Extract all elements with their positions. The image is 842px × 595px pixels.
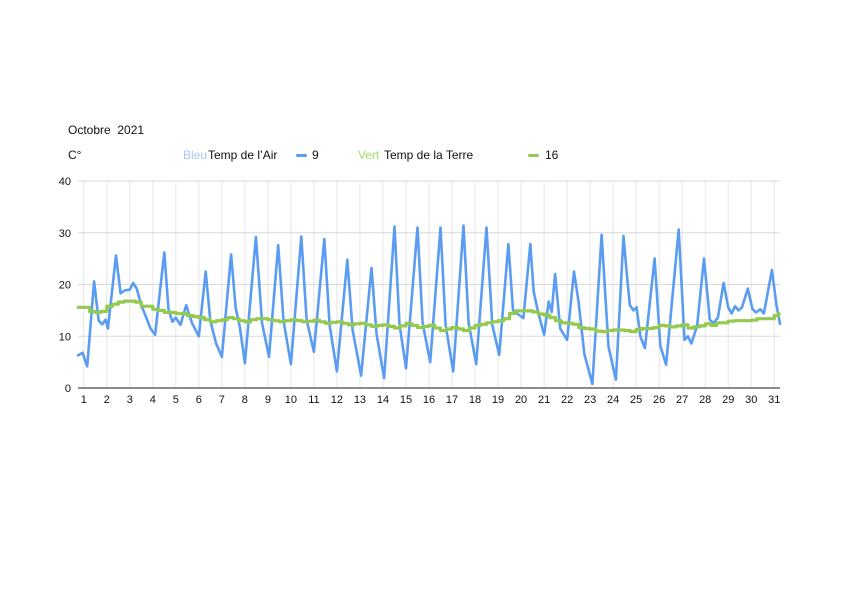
x-axis-tick-label: 19	[492, 394, 504, 406]
air-temperature-series-line	[76, 224, 782, 386]
x-axis-tick-label: 3	[127, 394, 133, 406]
y-axis-tick-label: 20	[59, 280, 71, 292]
x-axis-tick-label: 1	[81, 394, 87, 406]
x-axis-tick-label: 22	[561, 394, 573, 406]
x-axis-tick-label: 6	[196, 394, 202, 406]
x-axis-tick-label: 31	[768, 394, 780, 406]
x-axis-tick-label: 13	[354, 394, 366, 406]
x-axis-tick-label: 30	[745, 394, 757, 406]
x-axis-tick-label: 26	[653, 394, 665, 406]
legend-value-air: 9	[312, 148, 319, 162]
ground-temperature-series-line	[76, 299, 781, 334]
x-axis-tick-label: 8	[242, 394, 248, 406]
y-axis-tick-label: 30	[59, 228, 71, 240]
x-axis-tick-label: 15	[400, 394, 412, 406]
x-axis-tick-label: 20	[515, 394, 527, 406]
x-axis-tick-label: 29	[722, 394, 734, 406]
x-axis-tick-label: 5	[173, 394, 179, 406]
air-line-swatch-icon	[296, 154, 307, 157]
y-axis-unit-label: C°	[68, 148, 82, 162]
x-axis-tick-label: 16	[423, 394, 435, 406]
legend-color-word-terre: Vert	[358, 148, 380, 162]
legend-color-word-air: Bleu	[183, 148, 208, 162]
x-axis-tick-label: 2	[104, 394, 110, 406]
x-axis-tick-label: 27	[676, 394, 688, 406]
x-axis-tick-label: 23	[584, 394, 596, 406]
x-axis-tick-label: 14	[377, 394, 389, 406]
chart-title: Octobre 2021	[68, 123, 145, 137]
x-axis-tick-label: 25	[630, 394, 642, 406]
x-axis-tick-label: 10	[285, 394, 297, 406]
x-axis-tick-label: 9	[265, 394, 271, 406]
y-axis-tick-label: 40	[59, 176, 71, 188]
x-axis-tick-label: 4	[150, 394, 156, 406]
x-axis-tick-label: 11	[308, 394, 319, 406]
legend-value-terre: 16	[545, 148, 559, 162]
x-axis-tick-label: 17	[446, 394, 458, 406]
x-axis-tick-label: 24	[607, 394, 619, 406]
y-axis-tick-label: 10	[59, 331, 71, 343]
y-axis-tick-label: 0	[65, 383, 71, 395]
terre-line-swatch-icon	[528, 154, 539, 157]
legend-label-terre: Temp de la Terre	[384, 148, 474, 162]
x-axis-tick-label: 7	[219, 394, 225, 406]
legend-label-air: Temp de l’Air	[208, 148, 278, 162]
x-axis-tick-label: 18	[469, 394, 481, 406]
x-axis-tick-label: 28	[699, 394, 711, 406]
x-axis-tick-label: 12	[331, 394, 343, 406]
x-axis-tick-label: 21	[538, 394, 550, 406]
